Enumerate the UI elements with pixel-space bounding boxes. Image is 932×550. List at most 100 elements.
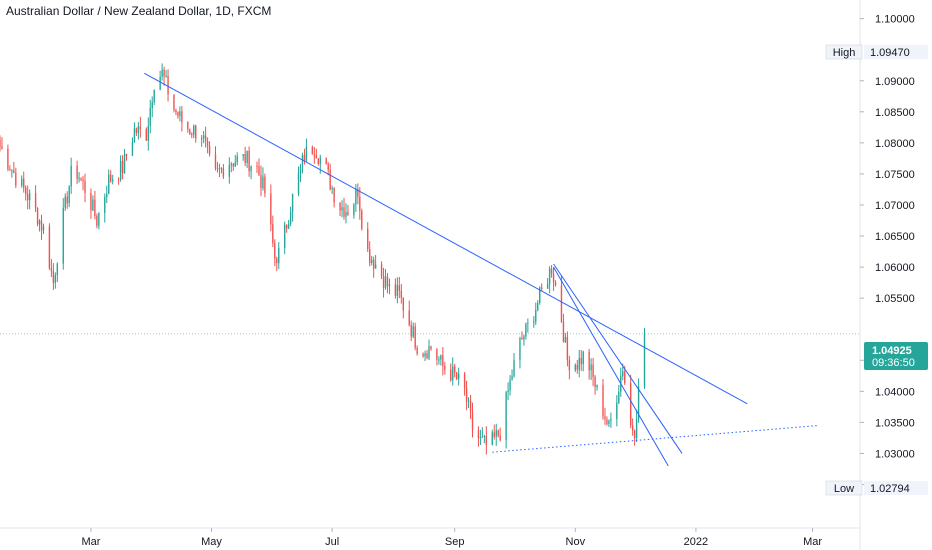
- candle-127: [353, 203, 355, 219]
- candle-64: [177, 111, 179, 119]
- candle-189: [523, 334, 525, 346]
- candle-28: [78, 172, 80, 183]
- candle-96: [264, 173, 266, 198]
- candle-62: [173, 94, 175, 113]
- candle-45: [123, 148, 126, 174]
- y-tick-label-4: 1.07500: [875, 169, 915, 181]
- y-tick-label-1: 1.09000: [875, 76, 915, 88]
- candle-220: [608, 419, 610, 427]
- last-price-value: 1.04925: [872, 345, 912, 357]
- candle-214: [592, 357, 594, 387]
- candle-215: [594, 375, 596, 395]
- candle-153: [424, 350, 426, 362]
- y-tick-label-3: 1.08000: [875, 138, 915, 150]
- candle-164: [454, 363, 456, 378]
- candle-196: [541, 283, 543, 292]
- countdown-timer: 09:36:50: [872, 357, 915, 369]
- candle-161: [444, 361, 446, 375]
- candle-105: [289, 206, 292, 227]
- candle-122: [339, 202, 341, 217]
- y-tick-label-0: 1.10000: [875, 14, 915, 26]
- candle-143: [396, 277, 399, 304]
- trendline-2[interactable]: [553, 266, 669, 467]
- candle-86: [236, 152, 238, 166]
- candle-150: [414, 322, 416, 351]
- candle-231: [637, 378, 640, 423]
- candle-145: [400, 283, 403, 304]
- candle-22: [62, 198, 64, 270]
- candle-76: [208, 141, 211, 157]
- candle-202: [560, 275, 563, 323]
- candle-1: [1, 137, 3, 150]
- candle-126: [347, 204, 349, 216]
- candle-171: [471, 402, 474, 438]
- candle-132: [367, 222, 369, 253]
- candle-77: [214, 146, 217, 171]
- candle-178: [493, 424, 495, 440]
- price-tags: High 1.09470 Low 1.02794 1.04925 09:36:5…: [825, 44, 928, 496]
- candle-140: [386, 273, 389, 294]
- candle-71: [195, 124, 197, 143]
- y-tick-label-5: 1.07000: [875, 200, 915, 212]
- candle-139: [384, 268, 387, 290]
- candle-12: [34, 185, 37, 213]
- candle-13: [36, 207, 39, 227]
- candle-65: [179, 106, 181, 122]
- candle-157: [436, 348, 438, 366]
- high-tag-value: 1.09470: [870, 47, 910, 59]
- trendline-1[interactable]: [553, 263, 683, 454]
- candle-29: [80, 177, 82, 181]
- candle-207: [574, 363, 577, 372]
- candle-116: [319, 154, 321, 174]
- y-tick-label-6: 1.06500: [875, 231, 915, 243]
- x-tick-label-6: Mar: [803, 536, 822, 548]
- candle-160: [442, 346, 444, 376]
- y-tick-label-11: 1.03500: [875, 417, 915, 429]
- candle-148: [410, 320, 412, 341]
- candle-131: [361, 208, 363, 231]
- candle-211: [582, 350, 584, 372]
- trendline-0[interactable]: [144, 72, 748, 405]
- candle-108: [299, 163, 302, 183]
- candle-141: [388, 278, 391, 295]
- candle-58: [161, 63, 163, 81]
- candle-52: [145, 127, 147, 141]
- x-tick-label-2: Jul: [325, 536, 339, 548]
- candle-101: [278, 242, 280, 270]
- trendlines[interactable]: [0, 72, 860, 467]
- candle-130: [359, 187, 361, 220]
- candle-117: [325, 157, 327, 165]
- candle-97: [270, 184, 272, 232]
- candle-82: [228, 157, 231, 184]
- candle-186: [513, 352, 515, 378]
- candle-219: [606, 416, 608, 426]
- candle-57: [159, 70, 161, 91]
- price-axis[interactable]: 1.10000 1.09000 1.08500 1.08000 1.07500 1.070…: [859, 0, 915, 550]
- candle-180: [497, 429, 499, 438]
- time-axis[interactable]: Mar May Jul Sep Nov 2022 Mar: [0, 527, 860, 548]
- candle-123: [341, 200, 343, 218]
- candle-56: [153, 89, 155, 106]
- trendline-3[interactable]: [492, 425, 819, 453]
- candle-179: [495, 423, 497, 446]
- candle-50: [137, 122, 140, 140]
- candle-174: [481, 427, 484, 438]
- candle-88: [244, 146, 246, 167]
- candle-195: [539, 286, 541, 305]
- candle-87: [242, 154, 244, 161]
- candle-190: [525, 322, 527, 340]
- candle-218: [604, 407, 606, 425]
- candle-51: [139, 116, 142, 138]
- candle-61: [167, 69, 169, 102]
- candle-79: [218, 163, 221, 178]
- candle-42: [117, 177, 120, 185]
- candle-142: [394, 278, 397, 299]
- candle-109: [301, 152, 304, 174]
- candle-19: [52, 263, 55, 290]
- candle-158: [438, 356, 440, 365]
- candle-32: [90, 188, 92, 219]
- candle-169: [467, 397, 470, 409]
- candle-201: [554, 280, 557, 287]
- candle-37: [104, 193, 106, 223]
